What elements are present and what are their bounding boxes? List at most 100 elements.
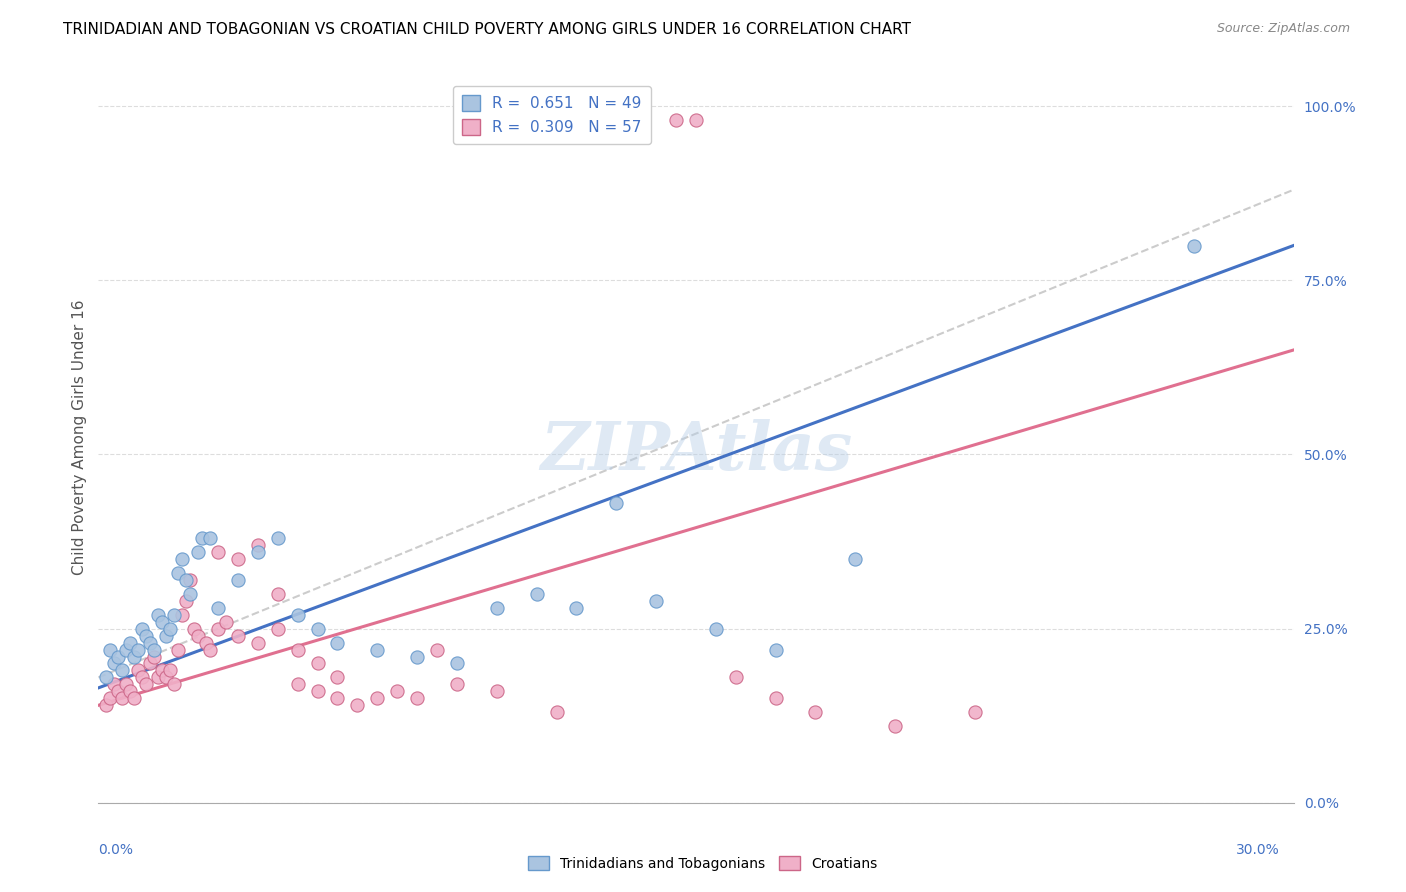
Point — [127, 642, 149, 657]
Point — [139, 657, 162, 671]
Point — [226, 573, 249, 587]
Text: 30.0%: 30.0% — [1236, 843, 1279, 857]
Point — [326, 670, 349, 684]
Point — [326, 691, 349, 706]
Point — [131, 670, 153, 684]
Point — [96, 670, 118, 684]
Point — [172, 607, 194, 622]
Point — [307, 657, 329, 671]
Point — [98, 691, 122, 706]
Point — [246, 635, 269, 649]
Point — [526, 587, 548, 601]
Text: Source: ZipAtlas.com: Source: ZipAtlas.com — [1216, 22, 1350, 36]
Point — [131, 622, 153, 636]
Point — [287, 642, 309, 657]
Point — [159, 664, 181, 678]
Point — [685, 113, 707, 128]
Point — [485, 600, 508, 615]
Legend: Trinidadians and Tobagonians, Croatians: Trinidadians and Tobagonians, Croatians — [523, 850, 883, 876]
Point — [1182, 238, 1205, 252]
Point — [884, 719, 907, 733]
Point — [207, 600, 229, 615]
Point — [135, 629, 157, 643]
Point — [704, 622, 727, 636]
Point — [139, 635, 162, 649]
Point — [120, 635, 142, 649]
Point — [163, 677, 186, 691]
Point — [150, 615, 173, 629]
Point — [724, 670, 747, 684]
Point — [115, 642, 138, 657]
Point — [187, 545, 209, 559]
Text: ZIPAtlas: ZIPAtlas — [540, 419, 852, 484]
Point — [385, 684, 409, 698]
Point — [98, 642, 122, 657]
Legend: R =  0.651   N = 49, R =  0.309   N = 57: R = 0.651 N = 49, R = 0.309 N = 57 — [453, 87, 651, 145]
Point — [198, 642, 221, 657]
Point — [96, 698, 118, 713]
Point — [226, 629, 249, 643]
Point — [366, 642, 388, 657]
Point — [326, 635, 349, 649]
Point — [267, 587, 290, 601]
Point — [148, 607, 170, 622]
Point — [187, 629, 209, 643]
Point — [287, 677, 309, 691]
Point — [207, 622, 229, 636]
Point — [246, 545, 269, 559]
Point — [191, 531, 214, 545]
Point — [143, 642, 166, 657]
Point — [406, 691, 429, 706]
Point — [124, 649, 146, 664]
Point — [565, 600, 588, 615]
Point — [143, 649, 166, 664]
Text: TRINIDADIAN AND TOBAGONIAN VS CROATIAN CHILD POVERTY AMONG GIRLS UNDER 16 CORREL: TRINIDADIAN AND TOBAGONIAN VS CROATIAN C… — [63, 22, 911, 37]
Point — [198, 531, 221, 545]
Point — [215, 615, 238, 629]
Point — [426, 642, 449, 657]
Point — [167, 566, 190, 580]
Point — [804, 705, 827, 719]
Point — [546, 705, 568, 719]
Point — [159, 622, 181, 636]
Point — [195, 635, 218, 649]
Point — [167, 642, 190, 657]
Point — [307, 684, 329, 698]
Point — [107, 649, 129, 664]
Point — [179, 587, 201, 601]
Point — [174, 594, 197, 608]
Point — [115, 677, 138, 691]
Point — [103, 677, 125, 691]
Point — [485, 684, 508, 698]
Point — [179, 573, 201, 587]
Point — [127, 664, 149, 678]
Point — [765, 642, 787, 657]
Point — [148, 670, 170, 684]
Point — [626, 120, 648, 134]
Text: 0.0%: 0.0% — [98, 843, 134, 857]
Point — [150, 664, 173, 678]
Point — [844, 552, 866, 566]
Point — [267, 622, 290, 636]
Point — [172, 552, 194, 566]
Point — [120, 684, 142, 698]
Point — [765, 691, 787, 706]
Point — [107, 684, 129, 698]
Point — [207, 545, 229, 559]
Point — [307, 622, 329, 636]
Point — [267, 531, 290, 545]
Point — [246, 538, 269, 552]
Point — [103, 657, 125, 671]
Y-axis label: Child Poverty Among Girls Under 16: Child Poverty Among Girls Under 16 — [72, 300, 87, 574]
Point — [366, 691, 388, 706]
Point — [287, 607, 309, 622]
Point — [446, 657, 468, 671]
Point — [174, 573, 197, 587]
Point — [111, 691, 134, 706]
Point — [346, 698, 368, 713]
Point — [645, 594, 668, 608]
Point — [963, 705, 986, 719]
Point — [183, 622, 205, 636]
Point — [111, 664, 134, 678]
Point — [605, 496, 627, 510]
